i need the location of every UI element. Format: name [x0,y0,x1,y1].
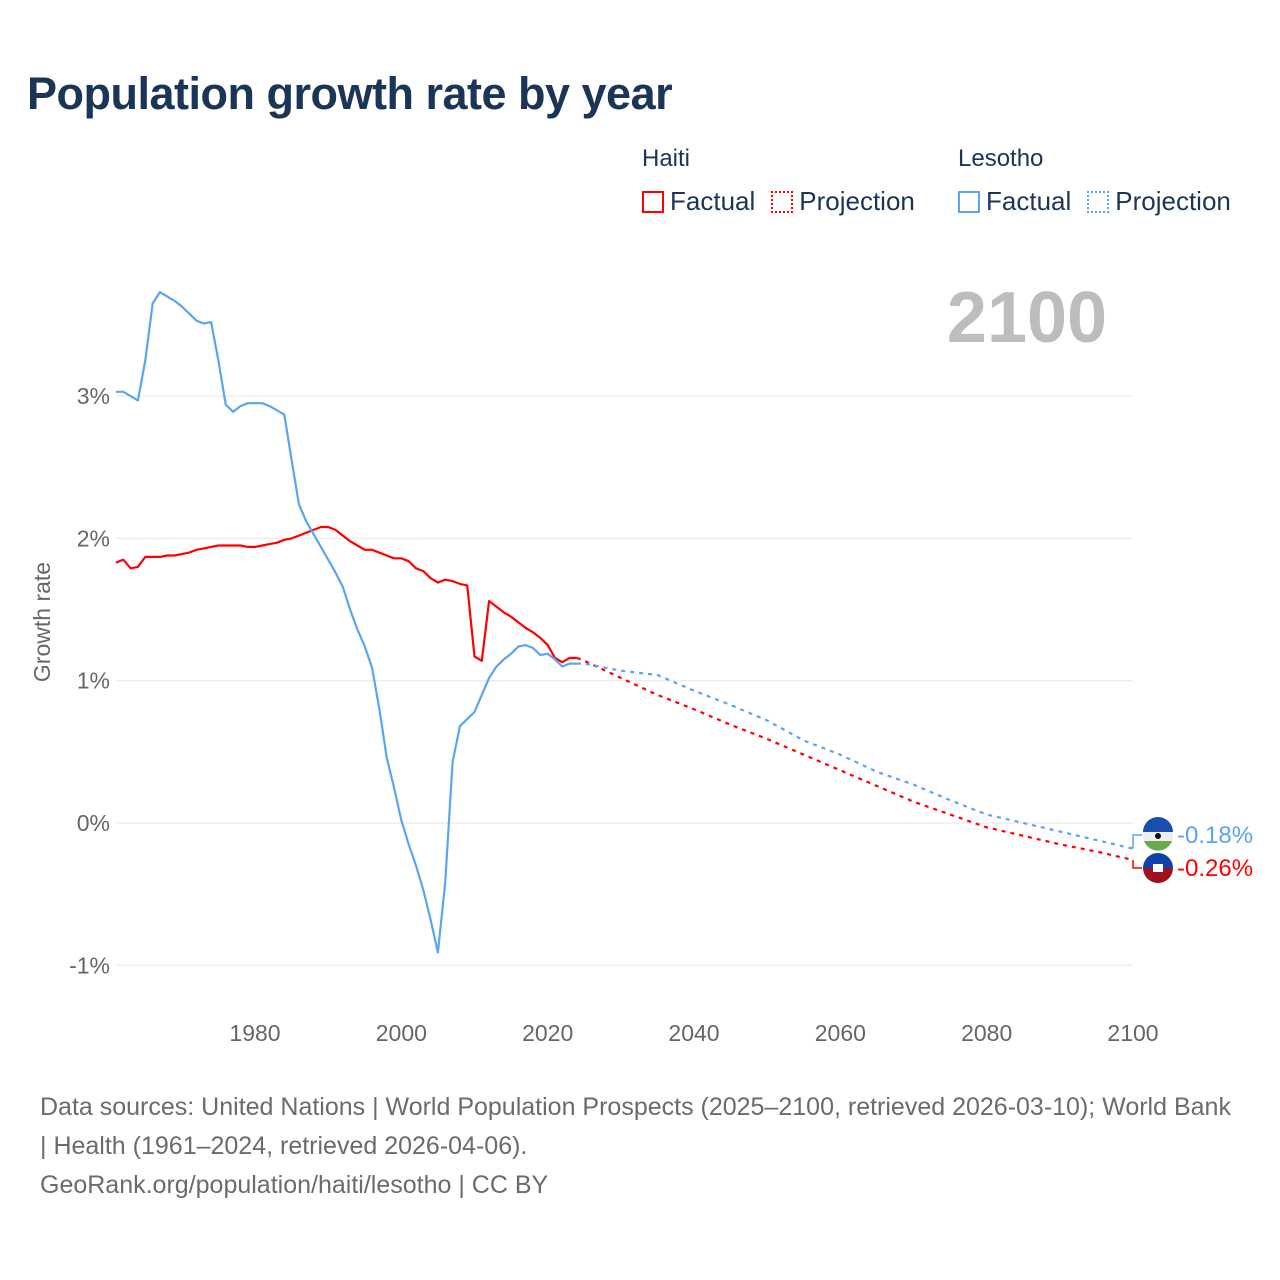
data-sources: Data sources: United Nations | World Pop… [40,1093,1231,1160]
x-tick-label: 2020 [522,1020,573,1046]
x-tick-label: 2080 [961,1020,1012,1046]
y-tick-label: 0% [77,810,110,836]
attribution-link[interactable]: GeoRank.org/population/haiti/lesotho | C… [40,1171,549,1199]
flag-haiti-icon [1143,853,1173,883]
footer: Data sources: United Nations | World Pop… [40,1088,1240,1205]
y-tick-label: -1% [69,952,110,978]
x-tick-label: 2060 [815,1020,866,1046]
legend-label: Factual [986,186,1072,216]
legend-label: Factual [670,186,756,216]
end-value-label-lesotho: -0.18% [1177,822,1253,849]
legend-label: Projection [1115,186,1231,216]
y-tick-label: 2% [77,525,110,551]
legend-lesotho-factual[interactable]: Factual [958,186,1071,217]
dotted-swatch-icon [1087,190,1110,213]
flag-stripe [1144,841,1172,851]
chart-title: Population growth rate by year [27,68,673,119]
legend-lesotho: Factual Projection [958,186,1231,217]
flag-stripe [1143,817,1173,832]
x-tick-label: 2100 [1107,1020,1158,1046]
legend-lesotho-projection[interactable]: Projection [1087,186,1231,217]
x-tick-label: 2040 [668,1020,719,1046]
legend-group-lesotho: Lesotho [958,145,1044,172]
series-line-haiti-factual [115,525,577,664]
solid-swatch-icon [958,190,980,213]
legend-label: Projection [799,186,915,216]
flag-emblem [1155,833,1161,839]
flag-lesotho-icon [1143,817,1173,851]
legend-haiti-projection[interactable]: Projection [771,186,915,217]
x-tick-label: 1980 [229,1020,280,1046]
legend-haiti-factual[interactable]: Factual [642,186,755,217]
legend-haiti: Factual Projection [642,186,915,217]
series-line-lesotho-projection [576,662,1134,850]
dotted-swatch-icon [771,190,794,213]
y-axis-label: Growth rate [29,562,55,682]
current-year-label: 2100 [947,278,1107,358]
y-tick-label: 1% [77,668,110,694]
solid-swatch-icon [642,190,664,213]
series-line-haiti-projection [576,656,1134,862]
flag-stripe [1143,868,1173,883]
x-tick-label: 2000 [376,1020,427,1046]
legend-group-haiti: Haiti [642,145,691,172]
connector-line [1132,859,1142,869]
line-chart: 2100 Growth rate 3% 2% 1% 0% -1% 1980 2000 2020… [29,278,1253,1046]
series-line-lesotho-factual [116,291,577,954]
connector-line [1132,834,1142,849]
flag-stripe [1143,853,1173,868]
end-value-label-haiti: -0.26% [1177,855,1253,882]
y-tick-label: 3% [77,383,110,409]
flag-emblem [1153,864,1163,872]
